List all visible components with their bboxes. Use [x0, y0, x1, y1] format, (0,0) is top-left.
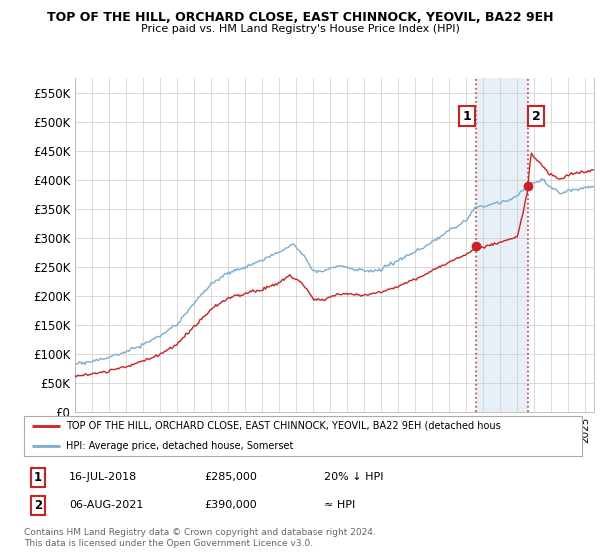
Text: ≈ HPI: ≈ HPI: [324, 500, 355, 510]
Text: 06-AUG-2021: 06-AUG-2021: [69, 500, 143, 510]
Text: Price paid vs. HM Land Registry's House Price Index (HPI): Price paid vs. HM Land Registry's House …: [140, 24, 460, 34]
Text: This data is licensed under the Open Government Licence v3.0.: This data is licensed under the Open Gov…: [24, 539, 313, 548]
Text: 2: 2: [532, 110, 541, 123]
Text: 20% ↓ HPI: 20% ↓ HPI: [324, 472, 383, 482]
Text: 16-JUL-2018: 16-JUL-2018: [69, 472, 137, 482]
Text: £390,000: £390,000: [204, 500, 257, 510]
Text: £285,000: £285,000: [204, 472, 257, 482]
Text: 1: 1: [34, 470, 42, 484]
Text: TOP OF THE HILL, ORCHARD CLOSE, EAST CHINNOCK, YEOVIL, BA22 9EH: TOP OF THE HILL, ORCHARD CLOSE, EAST CHI…: [47, 11, 553, 24]
Text: 1: 1: [463, 110, 472, 123]
Text: TOP OF THE HILL, ORCHARD CLOSE, EAST CHINNOCK, YEOVIL, BA22 9EH (detached hous: TOP OF THE HILL, ORCHARD CLOSE, EAST CHI…: [66, 421, 500, 431]
Text: 2: 2: [34, 498, 42, 512]
Text: Contains HM Land Registry data © Crown copyright and database right 2024.: Contains HM Land Registry data © Crown c…: [24, 528, 376, 537]
Text: HPI: Average price, detached house, Somerset: HPI: Average price, detached house, Some…: [66, 441, 293, 451]
Bar: [476, 78, 527, 412]
